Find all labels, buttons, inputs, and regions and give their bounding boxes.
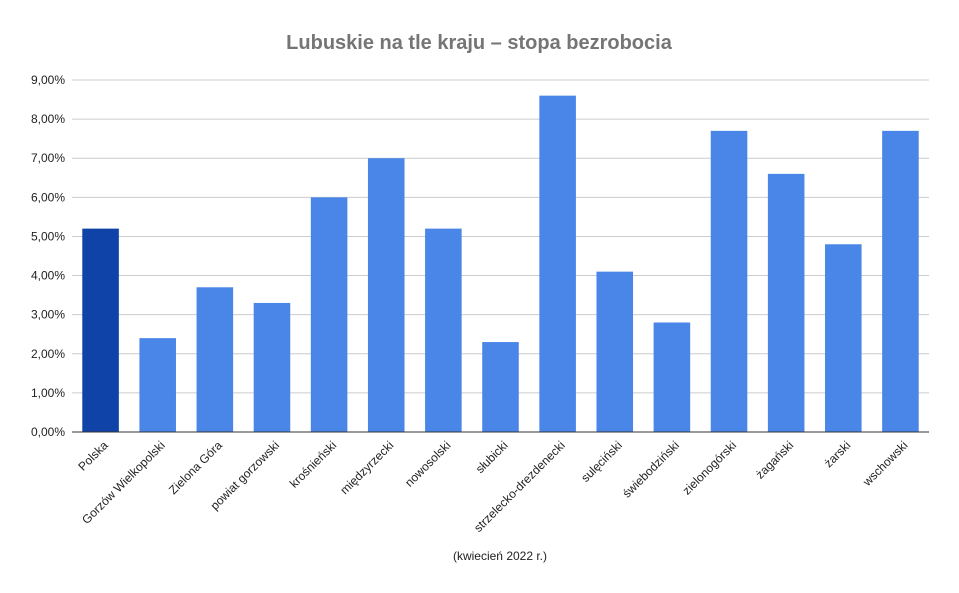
bars (82, 95, 919, 433)
y-tick-label: 1,00% (31, 386, 65, 400)
x-tick-label: Zielona Góra (166, 438, 225, 497)
y-tick-label: 6,00% (31, 190, 65, 204)
y-tick-label: 7,00% (31, 151, 65, 165)
x-tick-label: międzyrzecki (337, 438, 396, 497)
x-tick-label: świebodziński (620, 438, 682, 500)
x-tick-label: słubicki (473, 438, 511, 476)
y-tick-label: 2,00% (31, 347, 65, 361)
y-tick-label: 3,00% (31, 308, 65, 322)
bar (196, 287, 234, 432)
x-tick-label: żarski (821, 438, 853, 470)
y-tick-label: 0,00% (31, 425, 65, 439)
x-tick-label: wschowski (859, 438, 910, 489)
y-tick-label: 4,00% (31, 269, 65, 283)
bar (596, 271, 634, 432)
x-tick-label: żagański (753, 438, 796, 481)
y-tick-label: 5,00% (31, 229, 65, 243)
x-tick-label: krośnieński (287, 438, 339, 490)
x-tick-label: sulęciński (578, 438, 625, 485)
bar (539, 95, 576, 433)
bar (882, 130, 919, 432)
y-axis-ticks: 0,00% 1,00% 2,00% 3,00% 4,00% 5,00% 6,00% 7,00%… (31, 73, 65, 439)
x-tick-label: zielonogórski (680, 438, 739, 497)
y-tick-label: 9,00% (31, 73, 65, 87)
x-axis-title: (kwiecień 2022 r.) (453, 549, 547, 563)
bar (825, 244, 862, 432)
chart-title: Lubuskie na tle kraju – stopa bezrobocia (286, 32, 673, 54)
bar (139, 338, 176, 432)
x-tick-label: Polska (75, 438, 111, 474)
bar (82, 228, 119, 432)
x-tick-label: nowosolski (402, 438, 453, 489)
bar (310, 197, 348, 432)
bar (425, 228, 462, 432)
bar (253, 302, 291, 432)
bar (482, 342, 519, 432)
y-tick-label: 8,00% (31, 112, 65, 126)
bar (767, 173, 805, 432)
bar (367, 158, 405, 432)
bar (710, 130, 748, 432)
bar (653, 322, 691, 432)
